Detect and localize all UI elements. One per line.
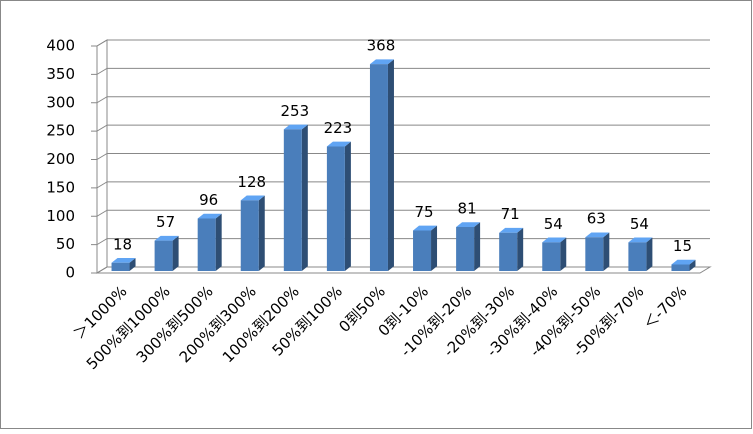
grid-line — [96, 124, 108, 132]
bar-front — [369, 64, 388, 271]
bar-side — [344, 141, 351, 271]
y-tick-label: 100 — [46, 207, 75, 225]
bar-front — [413, 230, 432, 271]
bar — [585, 232, 610, 271]
bar-front — [585, 237, 604, 271]
y-tick-label: 400 — [46, 37, 75, 55]
bar-side — [129, 257, 136, 271]
data-label: 253 — [281, 102, 310, 120]
data-label: 81 — [458, 200, 477, 218]
bar-front — [456, 227, 475, 271]
y-tick-label: 50 — [56, 235, 75, 253]
data-label: 63 — [587, 210, 606, 228]
data-label: 223 — [324, 119, 353, 137]
grid-line — [96, 181, 108, 189]
bar-side — [387, 59, 394, 271]
bar-side — [474, 222, 481, 271]
bar-side — [431, 225, 438, 271]
bar — [499, 227, 524, 271]
data-label: 128 — [237, 173, 266, 191]
data-label: 75 — [414, 203, 433, 221]
bar-side — [603, 232, 610, 271]
data-label: 54 — [630, 215, 649, 233]
grid-line — [96, 39, 108, 47]
grid-line — [96, 238, 108, 246]
bar — [369, 59, 394, 271]
bar-top — [283, 124, 308, 130]
bar-top — [369, 59, 394, 65]
y-tick-label: 250 — [46, 122, 75, 140]
bar — [197, 213, 222, 271]
bar — [542, 237, 567, 271]
bar-front — [111, 262, 130, 271]
bar-top — [542, 237, 567, 243]
bar-top — [197, 213, 222, 219]
data-label: 71 — [501, 205, 520, 223]
data-label: 54 — [544, 215, 563, 233]
bar — [671, 259, 696, 271]
bar-front — [283, 129, 302, 271]
bar-top — [240, 195, 265, 201]
bar-top — [154, 235, 179, 241]
bar-top — [585, 232, 610, 238]
bar-front — [542, 242, 561, 271]
bar-top — [628, 237, 653, 243]
bar-front — [671, 264, 690, 271]
bar — [240, 195, 265, 271]
data-label: 15 — [673, 237, 692, 255]
bar-side — [258, 195, 265, 271]
grid-line — [96, 266, 108, 274]
bar-side — [689, 259, 696, 271]
grid-line — [96, 96, 108, 104]
data-label: 18 — [113, 235, 132, 253]
bar-front — [499, 232, 518, 271]
bar-front — [326, 146, 345, 271]
bar-top — [456, 222, 481, 228]
y-tick-label: 300 — [46, 93, 75, 111]
y-tick-label: 150 — [46, 178, 75, 196]
bar — [456, 222, 481, 271]
bar — [628, 237, 653, 271]
bar-top — [671, 259, 696, 265]
bar — [283, 124, 308, 271]
y-tick-label: 350 — [46, 65, 75, 83]
grid-line — [96, 67, 108, 75]
bar — [326, 141, 351, 271]
bar — [111, 257, 136, 271]
grid-line — [96, 153, 108, 160]
bar-side — [172, 235, 179, 271]
bar-top — [413, 225, 438, 231]
grid-line — [96, 209, 108, 217]
bar-top — [111, 257, 136, 263]
y-tick-label: 200 — [46, 150, 75, 168]
bar-side — [646, 237, 653, 271]
y-tick-label: 0 — [65, 264, 75, 282]
bar — [154, 235, 179, 271]
bar-side — [560, 237, 567, 271]
bar-top — [499, 227, 524, 233]
bar — [413, 225, 438, 271]
bar-top — [326, 141, 351, 147]
data-label: 368 — [367, 37, 396, 55]
bar-front — [154, 240, 173, 271]
bar-side — [215, 213, 222, 271]
bar-side — [301, 124, 308, 271]
data-label: 96 — [199, 191, 218, 209]
bar-front — [628, 242, 647, 271]
bar-front — [240, 200, 259, 271]
bar-side — [517, 227, 524, 271]
data-label: 57 — [156, 213, 175, 231]
bar-front — [197, 218, 216, 271]
